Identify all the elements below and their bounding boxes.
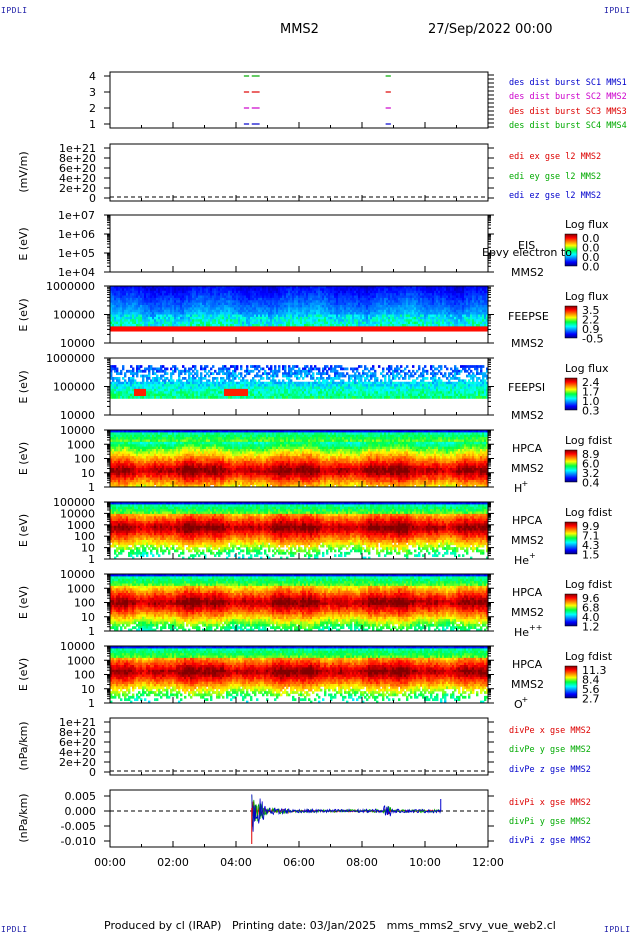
- multi-panel-plot: 4321des dist burst SC1 MMS1des dist burs…: [0, 0, 630, 934]
- feepse-panel-spectrogram: [110, 286, 488, 332]
